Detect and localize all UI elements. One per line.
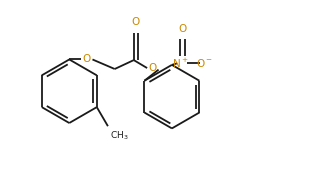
Text: O: O — [132, 17, 140, 27]
Text: N$^+$: N$^+$ — [172, 57, 189, 70]
Text: O: O — [178, 24, 186, 34]
Text: O: O — [149, 63, 157, 73]
Text: O: O — [82, 55, 91, 65]
Text: O$^-$: O$^-$ — [196, 57, 213, 69]
Text: CH$_3$: CH$_3$ — [111, 129, 129, 142]
